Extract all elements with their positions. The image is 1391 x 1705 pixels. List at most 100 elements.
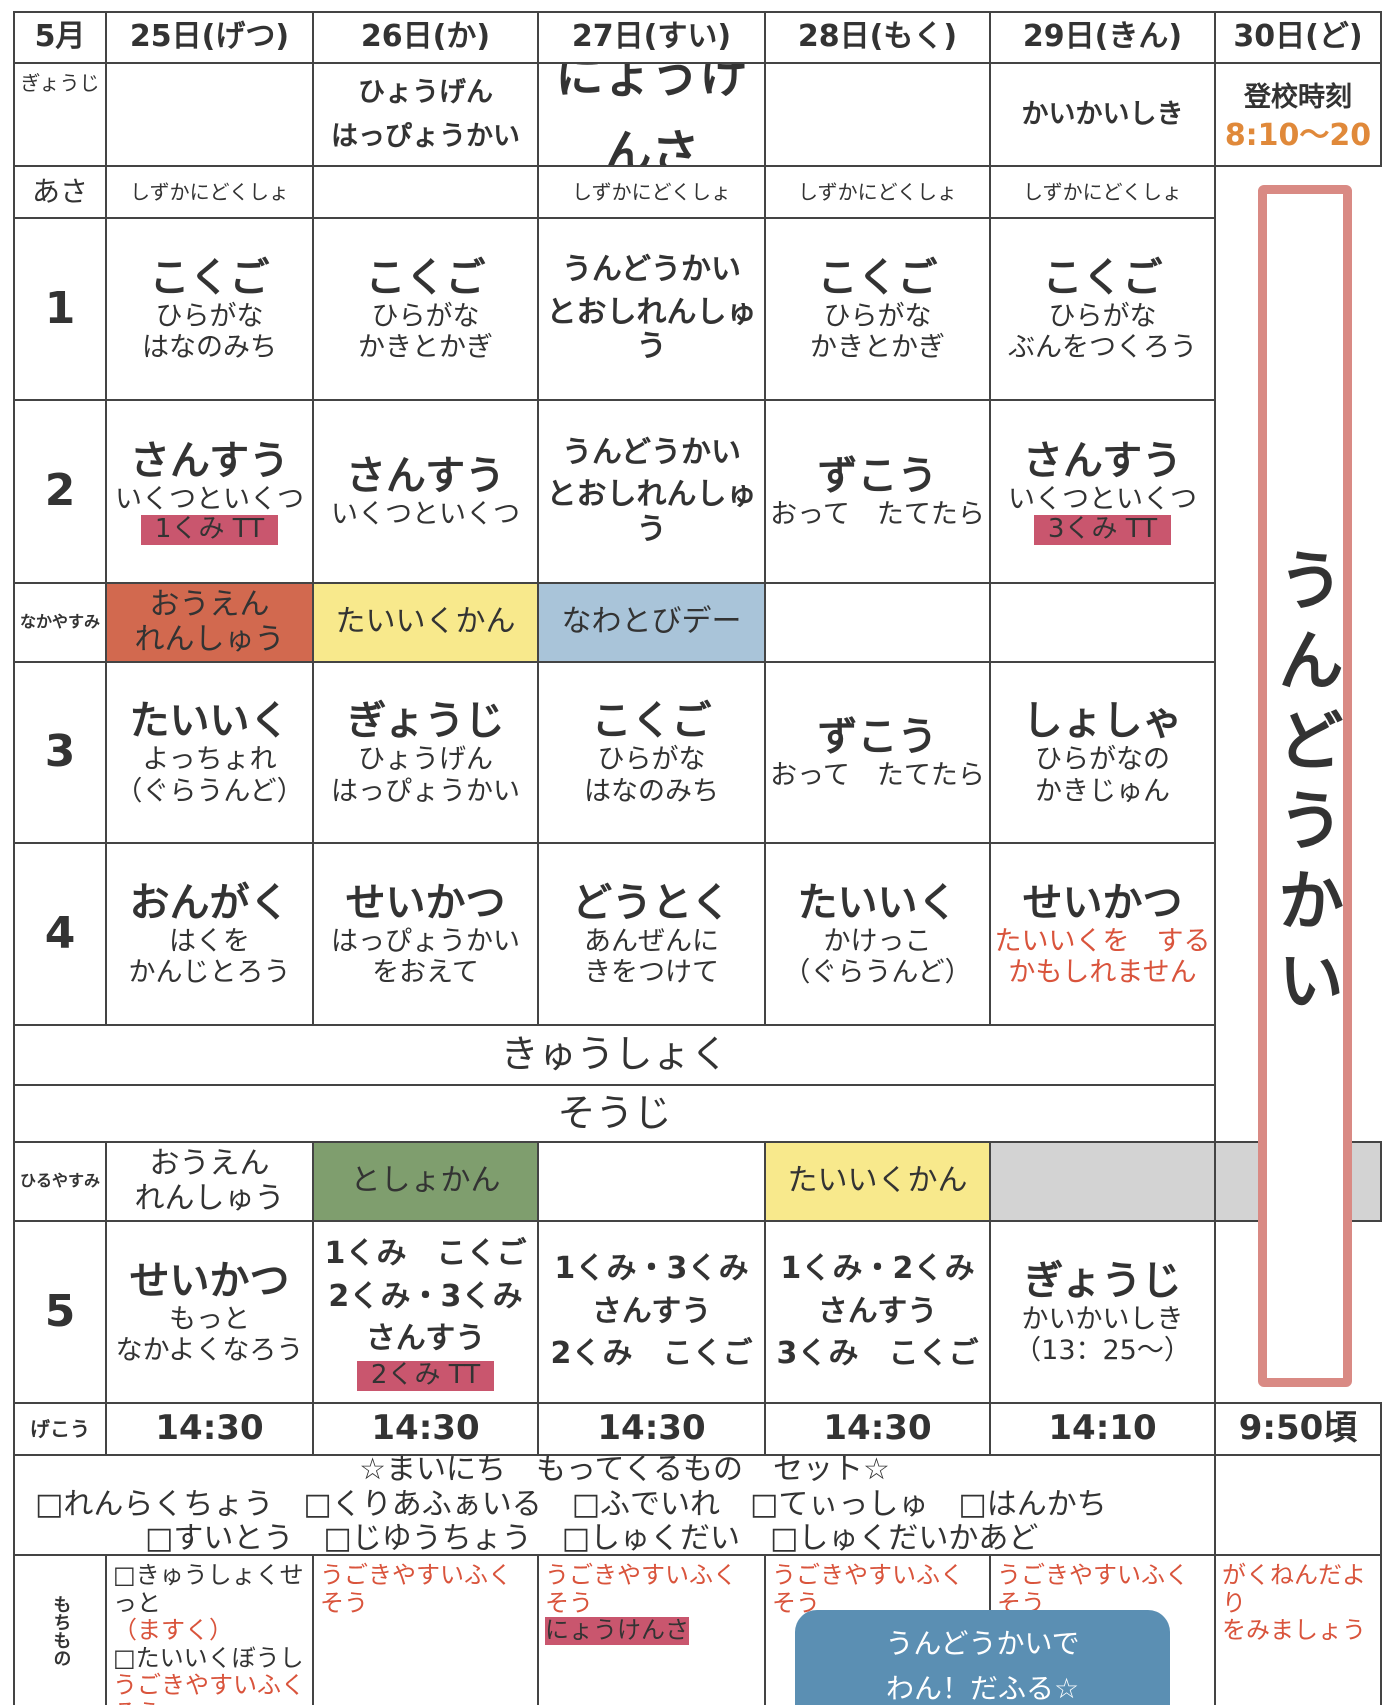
dismissal-time: 14:30 [597,1408,706,1449]
break-cell [989,1141,1216,1222]
belonging-item: （ますく） [113,1616,233,1645]
speech-bubble: うんどうかいで わん！だふる☆ [795,1610,1170,1705]
time-cell: 9:50頃 [1214,1402,1382,1456]
period-number: 4 [44,907,76,959]
event-text: かいかいしき [1021,98,1184,130]
period-label-cell: 2 [13,399,107,584]
time-cell: 14:30 [537,1402,766,1456]
lesson-cell: ずこう おって たてたら [764,661,991,844]
subject: 1くみ・2くみ [780,1251,975,1287]
belongings-cell: がくねんだより をみましょう [1214,1554,1382,1705]
morning-cell: しずかにどくしょ [989,165,1216,219]
belongings-cell: □きゅうしょくせっと（ますく）□たいいくぼうしうごきやすいふくそう [105,1554,314,1705]
dismissal-time: 14:10 [1048,1408,1157,1449]
lesson-cell: どうとく あんぜんに きをつけて [537,842,766,1026]
belonging-item: にょうけんさ [545,1616,689,1645]
banner-scroll: うんどうかい [1258,185,1352,1387]
period-label-cell: 1 [13,217,107,401]
dismissal-time: 9:50頃 [1238,1408,1358,1449]
banner: うんどうかい [1250,175,1360,1397]
lesson-cell: こくご ひらがな ぶんをつくろう [989,217,1216,401]
detail: ひらがな [1048,300,1157,332]
tt-tag: 1くみ TT [140,514,279,545]
event-text: はっぴょうかい [331,120,520,152]
time-cell: 14:30 [312,1402,539,1456]
subject: どうとく [572,879,731,926]
break-text: おうえん [149,1146,270,1181]
lesson-cell: たいいく かけっこ （ぐらうんど） [764,842,991,1026]
event-text: 登校時刻 [1244,81,1352,113]
subject: せいかつ [345,879,506,926]
detail: ひらがなの [1035,744,1170,776]
detail: よっちょれ [142,744,277,776]
belonging-item: をみましょう [1222,1616,1366,1645]
subject: おんがく [129,879,290,926]
break-text: なわとびデー [561,604,742,640]
event-text: ひょうげん [358,77,493,109]
daily-cell: ☆まいにち もってくるもの セット☆ □れんらくちょう □くりあふぁいる □ふでい… [13,1454,1216,1556]
lesson-cell: うんどうかいとおしれんしゅう [537,399,766,584]
detail: はなのみち [584,775,719,807]
lesson-cell: ぎょうじ ひょうげん はっぴょうかい [312,661,539,844]
belongings-cell: うごきやすいふくそう にょうけんさ [537,1554,766,1705]
morning-text: しずかにどくしょ [798,179,957,204]
lesson-cell: ずこう おって たてたら [764,399,991,584]
day-cell: 27日(すい) [537,11,766,64]
subject: とおしれんしゅう [546,294,757,365]
period-number: 3 [44,726,76,778]
detail: はっぴょうかい [331,925,520,957]
detail: かきじゅん [1035,775,1170,807]
break-cell: としょかん [312,1141,539,1222]
morning-cell: しずかにどくしょ [537,165,766,219]
time-cell: 14:30 [764,1402,991,1456]
detail: かんじとろう [128,957,291,988]
label-cell: なかやすみ [13,582,107,663]
row-label: もちもの [50,1594,72,1667]
lesson-cell: こくご ひらがな かきとかぎ [764,217,991,401]
detail: （ぐらうんど） [783,957,972,988]
subject: せいかつ [129,1257,290,1304]
tt-tag: 3くみ TT [1033,514,1172,545]
subject: とおしれんしゅう [546,477,757,547]
event-text: にょうけんさ [555,62,748,167]
row-label: げこう [30,1416,90,1441]
belonging-item: うごきやすいふくそう [545,1561,737,1617]
subject: こくご [591,698,712,745]
day: 27日(すい) [571,19,732,55]
belonging-item: うごきやすいふくそう [997,1561,1189,1617]
morning-cell: しずかにどくしょ [105,165,314,219]
break-cell: おうえん れんしゅう [105,582,314,663]
break-text: れんしゅう [134,621,285,657]
morning-text: しずかにどくしょ [572,179,731,204]
detail: ひらがな [823,300,932,332]
subject: こくご [365,254,486,301]
subject: さんすう [345,452,506,499]
break-cell: たいいくかん [312,582,539,663]
lesson-cell: せいかつ もっと なかよくなろう [105,1220,314,1404]
detail: （ぐらうんど） [115,775,304,807]
day-cell: 29日(きん) [989,11,1216,64]
time-cell: 14:10 [989,1402,1216,1456]
subject: ずこう [817,713,938,760]
subject: 2くみ・3くみ [328,1278,523,1314]
morning-cell [312,165,539,219]
lesson-cell: こくご ひらがな はなのみち [105,217,314,401]
subject: うんどうかい [561,252,742,288]
break-text: たいいくかん [787,1163,968,1199]
detail: はなのみち [142,332,277,363]
break-text: たいいくかん [335,604,516,640]
day: 30日(ど) [1233,19,1363,55]
subject: うんどうかい [561,434,742,470]
banner-text: うんどうかい [1266,546,1344,1026]
lesson-cell: 1くみ・3くみ さんすう 2くみ こくご [537,1220,766,1404]
subject: ずこう [817,452,938,499]
event-cell: かいかいしき [989,62,1216,167]
break-text: おうえん [149,587,270,622]
lesson-cell: せいかつ はっぴょうかい をおえて [312,842,539,1026]
period-label-cell: 3 [13,661,107,844]
detail: おって たてたら [770,498,985,530]
lesson-cell: さんすう いくつといくつ 3くみ TT [989,399,1216,584]
subject: 3くみ こくご [776,1336,979,1372]
subject: たいいく [129,698,290,745]
